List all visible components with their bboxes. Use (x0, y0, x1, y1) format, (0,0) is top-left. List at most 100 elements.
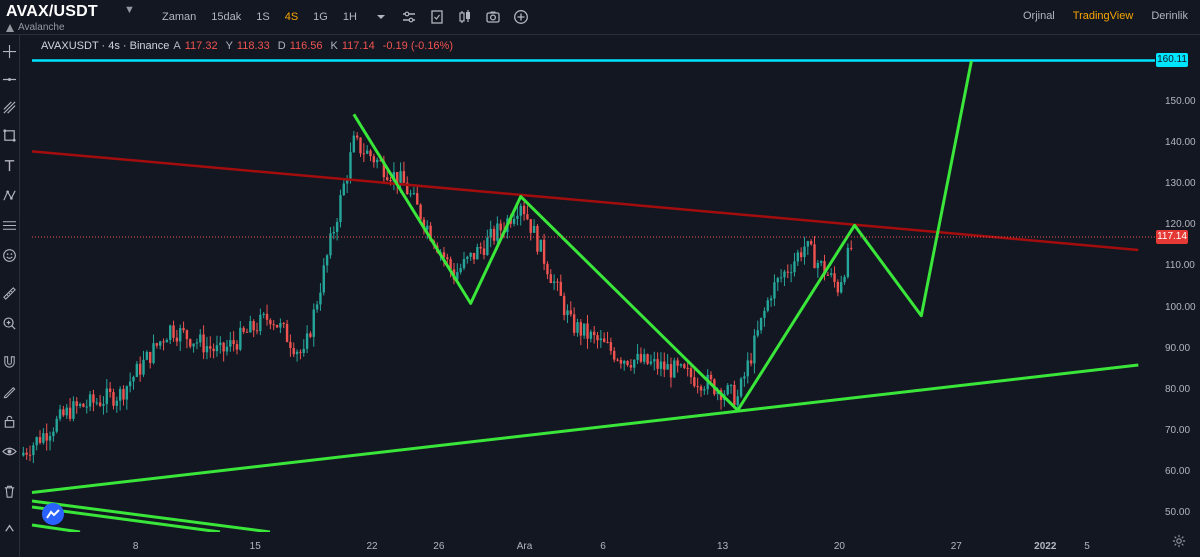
candle-body (689, 368, 693, 378)
candle-body (819, 261, 823, 263)
candle-body (703, 389, 706, 391)
tab-tradingview[interactable]: TradingView (1072, 10, 1134, 22)
trash-icon[interactable] (1, 483, 18, 500)
chart-settings-gear-icon[interactable] (1172, 534, 1186, 548)
candle-body (499, 223, 502, 231)
interval-toolbar: Zaman 15dak 1S 4S 1G 1H (162, 8, 540, 26)
zoom-in-icon[interactable] (1, 315, 18, 332)
avalanche-icon (6, 23, 14, 32)
candle-body (613, 350, 616, 360)
candle-body (472, 252, 476, 260)
symbol-title[interactable]: AVAX/USDT (6, 3, 98, 20)
candle-body (753, 335, 756, 364)
price-chart[interactable] (20, 35, 1155, 532)
candle-body (529, 219, 532, 233)
candle-body (209, 346, 212, 349)
interval-4s[interactable]: 4S (284, 11, 299, 23)
candle-body (38, 437, 42, 443)
candle-body (840, 282, 843, 293)
candle-body (589, 331, 593, 339)
time-tick-label: 6 (600, 541, 606, 552)
interval-1s[interactable]: 1S (256, 11, 270, 23)
horizontal-line-icon[interactable] (1, 71, 18, 88)
candle-body (249, 321, 252, 333)
candle-body (386, 177, 389, 181)
candle-body (115, 400, 119, 406)
tradingview-logo-icon[interactable] (42, 503, 64, 525)
candle-body (516, 215, 519, 219)
candle-body (416, 193, 419, 205)
candle-body (192, 343, 195, 347)
candle-body (602, 338, 606, 343)
candle-body (789, 272, 793, 274)
candle-body (92, 394, 95, 403)
candle-body (78, 403, 82, 406)
candle-body (643, 354, 646, 362)
candle-body (292, 348, 295, 355)
candle-body (806, 241, 810, 247)
cyan-line-price-label: 160.11 (1156, 53, 1188, 67)
legend-high: 118.33 (236, 40, 270, 52)
candle-body (88, 394, 92, 407)
price-tick-label: 80.00 (1165, 383, 1191, 395)
candle-body (673, 360, 676, 378)
text-tool-icon[interactable] (1, 157, 18, 174)
candle-body (836, 281, 840, 293)
magnet-icon[interactable] (1, 353, 18, 370)
candle-body (225, 346, 229, 352)
candle-body (132, 376, 135, 382)
candle-body (222, 342, 225, 352)
candle-body (352, 135, 356, 153)
candle-body (232, 340, 235, 344)
pattern-icon[interactable] (1, 187, 18, 204)
indicator-settings-icon[interactable] (400, 8, 418, 26)
legend-change: -0.19 (-0.16%) (382, 40, 453, 52)
candle-body (219, 342, 222, 346)
candle-body (679, 364, 683, 366)
interval-1g[interactable]: 1G (313, 11, 328, 23)
candle-body (32, 445, 35, 456)
rectangle-icon[interactable] (1, 127, 18, 144)
tab-orjinal[interactable]: Orjinal (1022, 10, 1055, 22)
candle-body (546, 263, 549, 275)
drawing-toolbar (0, 35, 20, 557)
candle-body (72, 401, 75, 419)
ruler-icon[interactable] (1, 285, 18, 302)
fib-tool-icon[interactable] (1, 217, 18, 234)
crosshair-icon[interactable] (1, 43, 18, 60)
eye-icon[interactable] (1, 443, 18, 460)
pitchfork-icon[interactable] (1, 99, 18, 116)
symbol-caret-icon[interactable]: ▼ (124, 4, 135, 16)
candle-body (489, 228, 492, 238)
template-icon[interactable] (428, 8, 446, 26)
candle-body (539, 239, 542, 252)
time-tick-label: 8 (132, 541, 139, 552)
candle-body (666, 364, 669, 370)
candle-body (683, 364, 686, 368)
candle-body (826, 274, 830, 276)
candle-body (148, 351, 152, 363)
candle-body (699, 386, 703, 391)
time-tick-label: 22 (366, 541, 378, 552)
candle-body (369, 150, 372, 157)
candle-body (402, 171, 406, 183)
add-circle-icon[interactable] (512, 8, 530, 26)
zigzag-projection (352, 60, 973, 412)
legend-high-label: Y (225, 40, 233, 52)
emoji-icon[interactable] (1, 247, 18, 264)
interval-15dak[interactable]: 15dak (211, 11, 242, 23)
lock-icon[interactable] (1, 413, 18, 430)
dropdown-icon[interactable] (372, 8, 390, 26)
interval-zaman[interactable]: Zaman (162, 11, 197, 23)
candle-body (549, 274, 552, 283)
interval-1h[interactable]: 1H (342, 11, 357, 23)
candle-body (305, 333, 309, 349)
camera-icon[interactable] (484, 8, 502, 26)
candle-type-icon[interactable] (456, 8, 474, 26)
candle-body (375, 159, 379, 163)
collapse-arrow-icon[interactable] (1, 519, 18, 536)
lock-pencil-icon[interactable] (1, 383, 18, 400)
tab-derinlik[interactable]: Derinlik (1151, 10, 1188, 22)
candle-body (325, 255, 329, 266)
candle-body (816, 262, 820, 269)
